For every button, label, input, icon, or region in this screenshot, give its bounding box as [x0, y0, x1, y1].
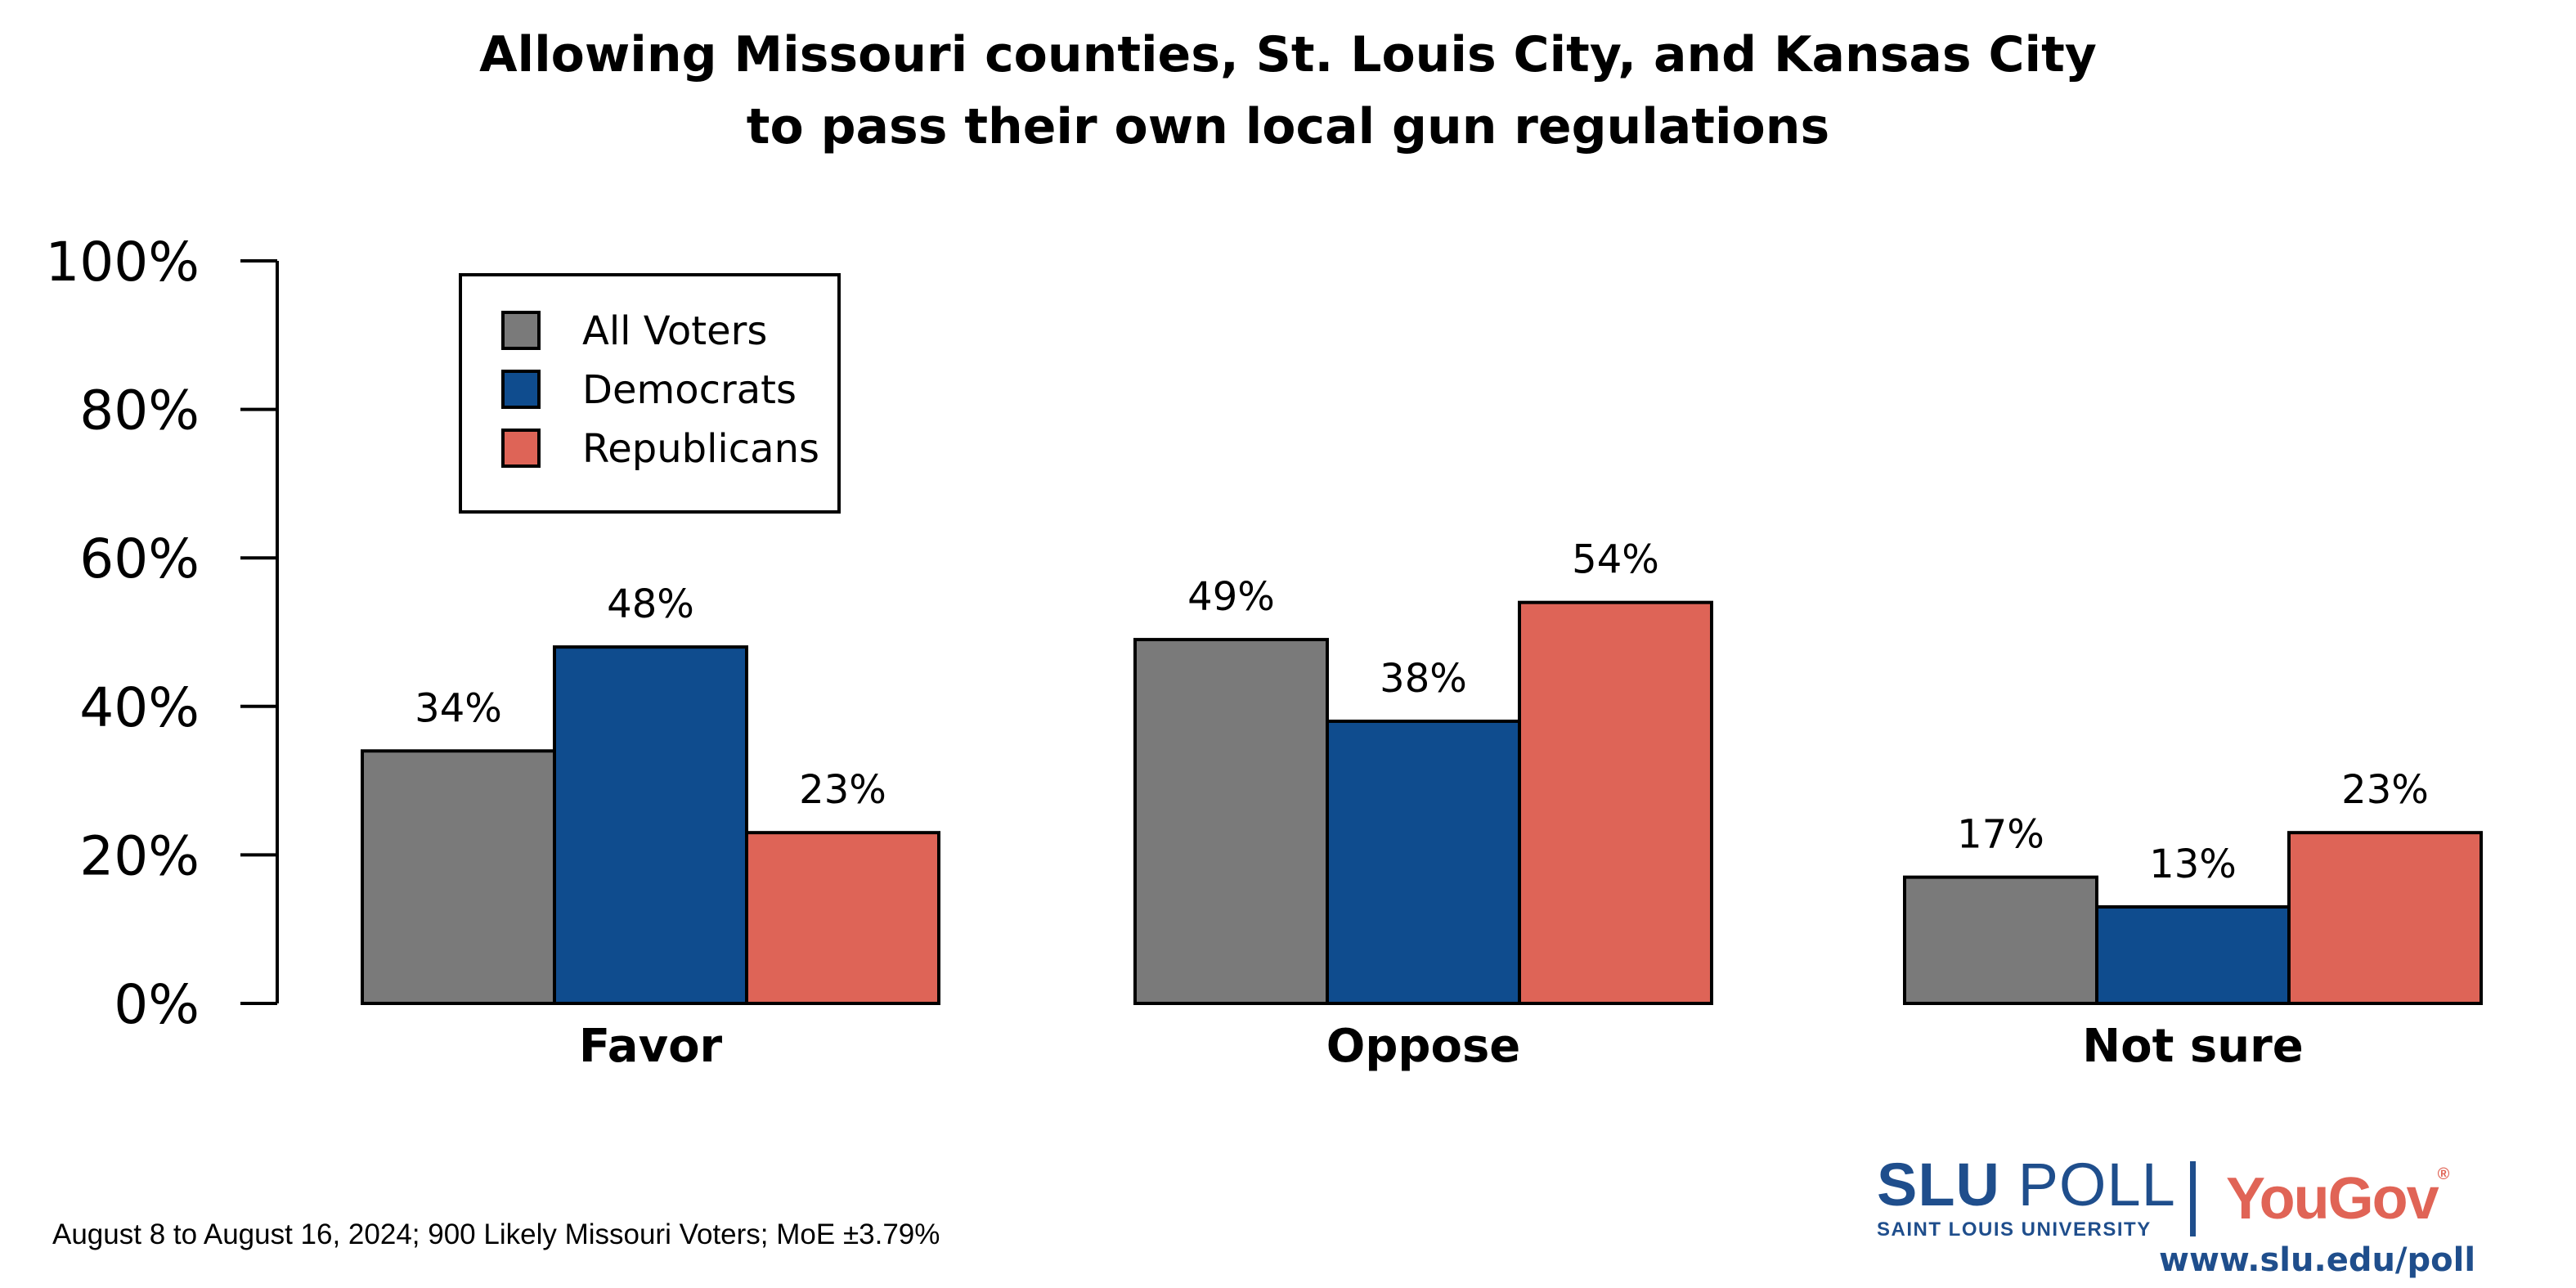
legend-label: All Voters — [582, 308, 767, 354]
data-label: 17% — [1957, 812, 2044, 858]
legend-label: Republicans — [582, 426, 819, 472]
bar-chart: 0% 20% 40% 60% 80% 100% 34% 48% 23% Favor 49% 38% 54… — [45, 231, 2483, 1073]
data-label: 23% — [2341, 767, 2429, 813]
logo-divider — [2190, 1161, 2196, 1236]
y-tick-label: 60% — [79, 527, 200, 590]
legend-label: Democrats — [582, 367, 797, 413]
legend-swatch — [501, 429, 541, 468]
bar-democrats — [1326, 719, 1521, 1006]
poll-url[interactable]: www.slu.edu/poll — [2159, 1241, 2476, 1279]
legend-swatch — [501, 370, 541, 409]
category-label: Favor — [579, 1020, 723, 1073]
survey-note: August 8 to August 16, 2024; 900 Likely … — [52, 1218, 940, 1250]
bar-republicans — [745, 831, 940, 1005]
data-label: 13% — [2149, 841, 2237, 887]
data-label: 34% — [415, 685, 502, 731]
slu-logo-subtitle: SAINT LOUIS UNIVERSITY — [1877, 1218, 2152, 1241]
bar-all-voters — [1133, 638, 1329, 1006]
bar-republicans — [2287, 831, 2483, 1005]
category-label: Oppose — [1326, 1020, 1521, 1073]
bar-republicans — [1518, 600, 1713, 1005]
slu-poll-logo: SLU POLL SAINT LOUIS UNIVERSITY — [1877, 1155, 2176, 1241]
poll-logo-text: POLL — [2017, 1151, 2176, 1218]
data-label: 38% — [1380, 656, 1467, 702]
slu-logo-text: SLU — [1877, 1151, 2000, 1218]
bar-democrats — [2095, 904, 2291, 1005]
bar-all-voters — [361, 749, 556, 1006]
category-label: Not sure — [2082, 1020, 2303, 1073]
bar-all-voters — [1903, 875, 2098, 1006]
data-label: 23% — [799, 767, 886, 813]
y-tick-label: 20% — [79, 824, 200, 887]
y-tick-label: 80% — [79, 379, 200, 442]
chart-title-line-1: Allowing Missouri counties, St. Louis Ci… — [479, 26, 2097, 83]
yougov-logo: YouGov® — [2226, 1165, 2449, 1232]
legend-swatch — [501, 311, 541, 350]
chart-title-line-2: to pass their own local gun regulations — [746, 98, 1830, 155]
data-label: 48% — [607, 581, 694, 627]
y-tick-label: 40% — [79, 676, 200, 739]
data-label: 49% — [1187, 574, 1275, 620]
y-tick-label: 100% — [45, 231, 200, 294]
data-label: 54% — [1572, 537, 1659, 583]
y-tick-label: 0% — [114, 973, 200, 1036]
bar-democrats — [553, 645, 748, 1005]
